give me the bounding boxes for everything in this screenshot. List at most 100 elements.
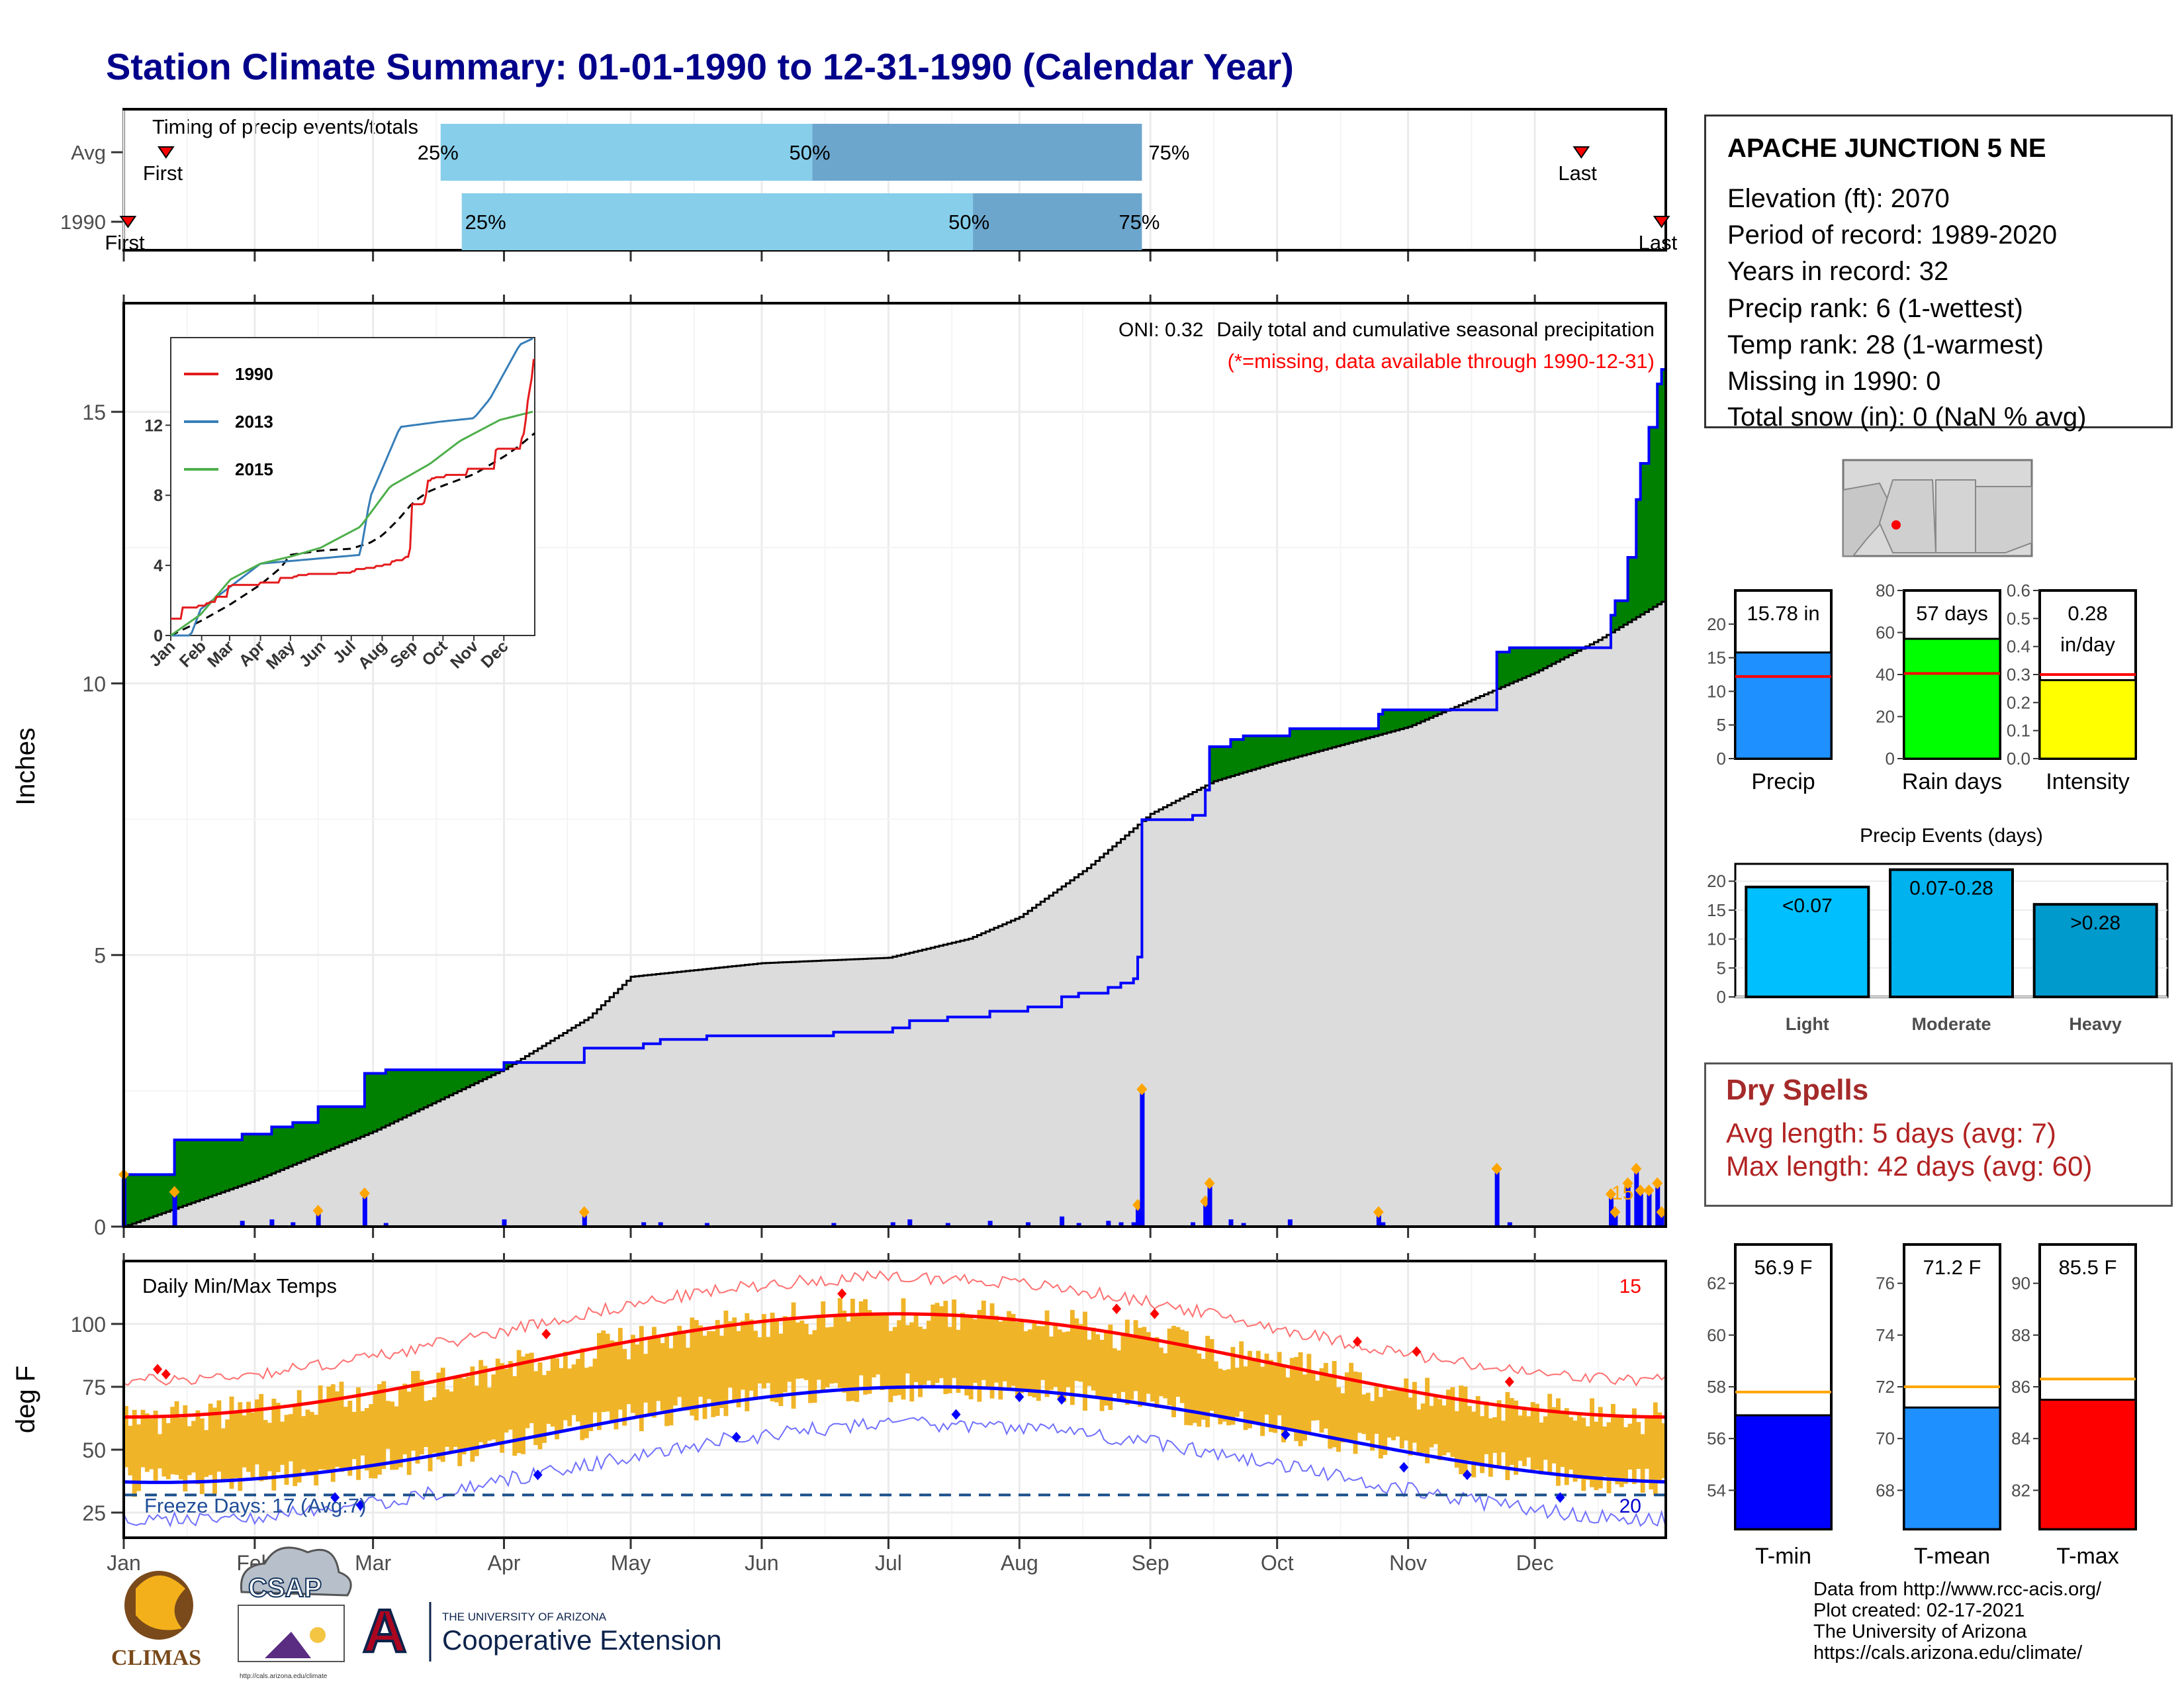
cumulative-diff-segment bbox=[153, 1174, 158, 1217]
daily-temp-bar bbox=[242, 1415, 247, 1468]
daily-temp-bar bbox=[195, 1410, 201, 1485]
cumulative-diff-segment bbox=[1226, 747, 1232, 778]
cumulative-diff-segment bbox=[1547, 647, 1553, 667]
daily-temp-bar bbox=[821, 1301, 826, 1392]
cumulative-diff-segment bbox=[1273, 735, 1278, 764]
daily-temp-bar bbox=[871, 1313, 876, 1378]
cumulative-diff-segment bbox=[271, 1127, 277, 1174]
gauge-1: 0 20 40 60 80 57 days Rain days bbox=[1876, 581, 2002, 794]
daily-temp-bar bbox=[799, 1320, 805, 1379]
precip-event-marker bbox=[312, 1204, 324, 1217]
temp-count-max: 15 bbox=[1619, 1276, 1641, 1297]
cumulative-diff-segment bbox=[1514, 647, 1519, 682]
daily-temp-bar bbox=[631, 1335, 635, 1413]
month-label: Jun bbox=[745, 1551, 779, 1575]
daily-temp-bar bbox=[1378, 1397, 1383, 1459]
precip-event-marker bbox=[578, 1206, 590, 1219]
daily-temp-bar bbox=[1197, 1353, 1202, 1427]
cumulative-diff-segment bbox=[1437, 710, 1443, 714]
daily-temp-bar bbox=[1518, 1415, 1523, 1461]
events-title: Precip Events (days) bbox=[1860, 825, 2043, 847]
cumulative-diff-segment bbox=[199, 1139, 205, 1200]
daily-temp-bar bbox=[1467, 1406, 1472, 1461]
daily-temp-bar bbox=[880, 1313, 885, 1390]
daily-precip-bar bbox=[172, 1192, 177, 1227]
cumulative-diff-segment bbox=[1408, 710, 1413, 727]
daily-temp-bar bbox=[373, 1391, 378, 1479]
daily-temp-bar bbox=[318, 1385, 323, 1470]
daily-temp-bar bbox=[406, 1391, 412, 1476]
oni-label: ONI: 0.32 bbox=[1118, 319, 1203, 341]
record-high-marker bbox=[541, 1329, 551, 1340]
daily-temp-bar bbox=[288, 1414, 293, 1462]
daily-temp-bar bbox=[846, 1321, 851, 1401]
daily-temp-bar bbox=[1412, 1382, 1417, 1443]
daily-temp-bar bbox=[1387, 1390, 1392, 1438]
cumulative-diff-segment bbox=[250, 1134, 255, 1182]
timing-panel: Timing of precip events/totals 25% 50% 75%… bbox=[60, 108, 1678, 261]
last-marker-icon bbox=[1572, 146, 1590, 159]
month-label: Jan bbox=[107, 1551, 141, 1575]
daily-temp-bar bbox=[1310, 1371, 1316, 1421]
daily-temp-bar bbox=[187, 1426, 192, 1476]
daily-temp-bar bbox=[1459, 1385, 1464, 1475]
temp-gauge-1: 68 70 72 74 76 71.2 F T-mean bbox=[1876, 1243, 2001, 1569]
precip-count-label: 15 bbox=[1612, 1182, 1633, 1204]
summary-gauges: 0 5 10 15 20 15.78 in Precip 0 20 40 60 80 57 days Ra… bbox=[1707, 581, 2137, 794]
daily-temp-bar bbox=[1429, 1405, 1434, 1448]
daily-temp-bar bbox=[1420, 1403, 1426, 1453]
gauge-tick-label: 0.4 bbox=[2007, 637, 2030, 657]
daily-temp-bar bbox=[833, 1315, 839, 1383]
cumulative-diff-segment bbox=[284, 1127, 289, 1168]
daily-temp-bar bbox=[736, 1331, 741, 1408]
gauge-bar bbox=[1903, 637, 2001, 760]
daily-temp-bar bbox=[1636, 1422, 1641, 1470]
daily-temp-bar bbox=[1302, 1374, 1307, 1441]
daily-temp-bar bbox=[1569, 1417, 1574, 1470]
cumulative-diff-segment bbox=[1564, 647, 1569, 658]
gauge-bar bbox=[2038, 679, 2137, 760]
temp-gauge-tick-label: 74 bbox=[1876, 1325, 1895, 1345]
daily-precip-bar bbox=[1140, 1089, 1145, 1227]
daily-temp-bar bbox=[694, 1320, 699, 1421]
gauge-value: 0.28 bbox=[2068, 602, 2107, 625]
gauge-tick-label: 0.2 bbox=[2007, 692, 2030, 712]
daily-temp-bar bbox=[504, 1368, 509, 1433]
daily-temp-bar bbox=[584, 1368, 589, 1438]
daily-temp-bar bbox=[153, 1411, 158, 1481]
daily-temp-bar bbox=[1514, 1400, 1519, 1475]
cumulative-diff-segment bbox=[1556, 647, 1561, 662]
daily-temp-bar bbox=[770, 1312, 775, 1401]
cumulative-diff-segment bbox=[394, 1070, 399, 1122]
cumulative-diff-segment bbox=[1310, 728, 1316, 753]
ua-logo: A THE UNIVERSITY OF ARIZONA Cooperative … bbox=[361, 1596, 722, 1666]
cumulative-diff-segment bbox=[1230, 739, 1236, 776]
daily-temp-bar bbox=[1095, 1334, 1101, 1398]
daily-temp-bar bbox=[1023, 1331, 1028, 1391]
cumulative-diff-segment bbox=[1420, 710, 1426, 722]
daily-temp-bar bbox=[158, 1434, 162, 1469]
cumulative-diff-segment bbox=[161, 1174, 167, 1213]
daily-temp-bar bbox=[1441, 1405, 1447, 1456]
cumulative-diff-segment bbox=[242, 1134, 247, 1185]
cumulative-diff-segment bbox=[1509, 647, 1514, 684]
y-tick-label: 100 bbox=[71, 1313, 106, 1336]
daily-temp-bar bbox=[284, 1415, 289, 1485]
cumulative-diff-segment bbox=[369, 1073, 374, 1134]
precip-event-marker bbox=[1136, 1083, 1148, 1096]
gauge-tick-label: 5 bbox=[1717, 715, 1726, 735]
cumulative-diff-segment bbox=[288, 1127, 293, 1167]
daily-temp-bar bbox=[1205, 1335, 1210, 1428]
cumulative-diff-segment bbox=[411, 1070, 416, 1113]
daily-temp-bar bbox=[360, 1411, 365, 1456]
daily-temp-bar bbox=[541, 1375, 547, 1443]
daily-temp-bar bbox=[706, 1331, 711, 1399]
daily-temp-bar bbox=[571, 1364, 576, 1415]
daily-temp-bar bbox=[1340, 1393, 1345, 1443]
record-low-marker bbox=[355, 1499, 365, 1511]
daily-temp-bar bbox=[1319, 1368, 1324, 1433]
daily-temp-bar bbox=[897, 1320, 902, 1395]
temp-gauge-label: T-min bbox=[1755, 1544, 1811, 1569]
daily-temp-bar bbox=[254, 1399, 259, 1465]
